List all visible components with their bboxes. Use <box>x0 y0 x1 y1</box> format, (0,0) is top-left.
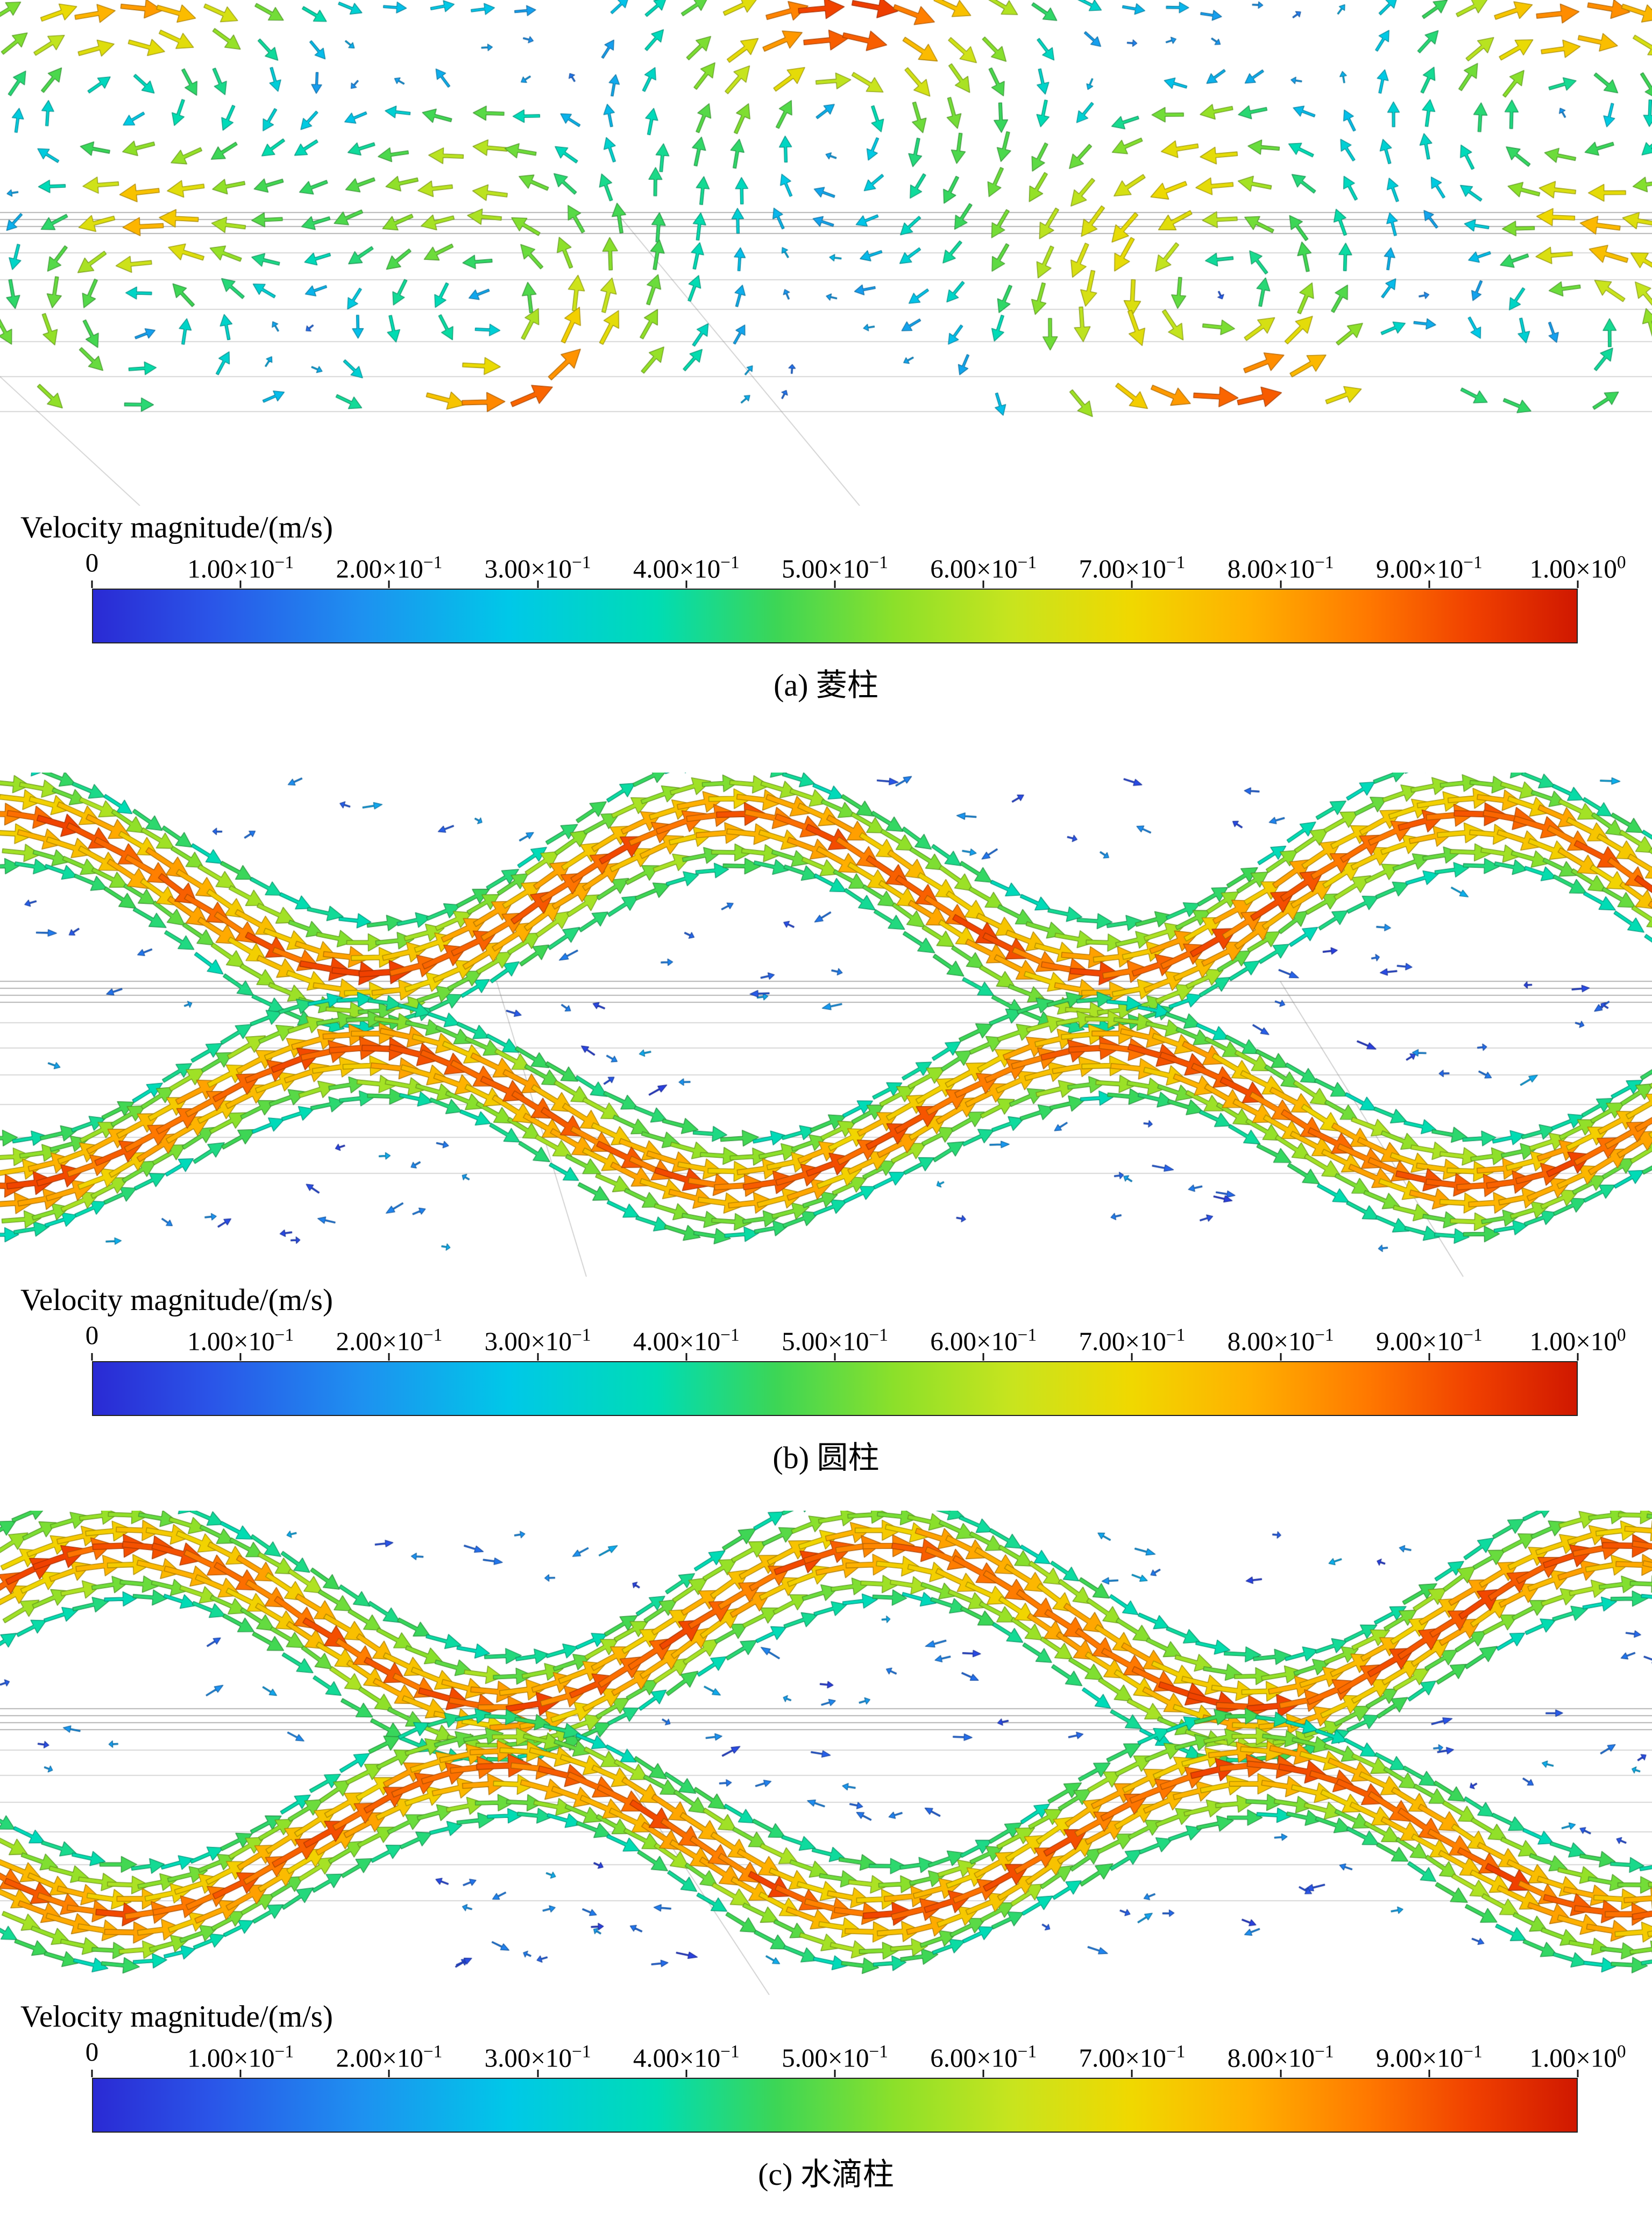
colorbar-block-b: Velocity magnitude/(m/s) 0 1.00×10−1 2.00×… <box>0 1282 1652 1416</box>
colorbar-tick-mark <box>537 580 539 588</box>
colorbar-tick-mark <box>1131 580 1133 588</box>
colorbar-tick-mark <box>537 1353 539 1361</box>
colorbar-tick-mark <box>91 2070 93 2077</box>
colorbar-tick-mark <box>1428 2070 1430 2077</box>
colorbar-label: Velocity magnitude/(m/s) <box>20 2000 333 2034</box>
colorbar-tick-mark <box>834 580 836 588</box>
colorbar-tick: 1.00×100 <box>1529 553 1626 584</box>
colorbar-tick: 7.00×10−1 <box>1079 1325 1186 1356</box>
colorbar-tick-mark <box>1131 2070 1133 2077</box>
panel-waterdrop-column: Velocity magnitude/(m/s) 0 1.00×10−1 2.00×… <box>0 1511 1652 2192</box>
colorbar-tick-mark <box>388 580 390 588</box>
colorbar-tickmarks <box>91 580 1579 589</box>
colorbar-ticks: 0 1.00×10−1 2.00×10−1 3.00×10−1 4.00×10−1 5.0… <box>86 2037 1626 2072</box>
colorbar-tick: 9.00×10−1 <box>1376 553 1483 584</box>
colorbar-tick-mark <box>834 1353 836 1361</box>
colorbar-block-a: Velocity magnitude/(m/s) 0 1.00×10−1 2.00×… <box>0 509 1652 643</box>
vector-field-canvas-c <box>0 1511 1652 1995</box>
colorbar-label: Velocity magnitude/(m/s) <box>20 1283 333 1317</box>
colorbar-tick-mark <box>685 580 687 588</box>
colorbar-tick: 1.00×10−1 <box>187 2042 294 2073</box>
colorbar-tick-mark <box>1131 1353 1133 1361</box>
colorbar-tick-mark <box>239 1353 242 1361</box>
colorbar-tick-mark <box>685 1353 687 1361</box>
panel-caption: (a) 菱柱 <box>774 668 878 703</box>
colorbar-tick: 2.00×10−1 <box>336 553 443 584</box>
colorbar-tick-mark <box>1280 1353 1282 1361</box>
colorbar-ticks: 0 1.00×10−1 2.00×10−1 3.00×10−1 4.00×10−1 5.0… <box>86 1320 1626 1356</box>
colorbar-tick: 5.00×10−1 <box>782 553 888 584</box>
colorbar-tick: 2.00×10−1 <box>336 1325 443 1356</box>
colorbar-gradient <box>92 2078 1578 2133</box>
colorbar-tick: 0 <box>85 548 99 577</box>
panel-caption: (b) 圆柱 <box>772 1440 880 1475</box>
colorbar-tick: 1.00×100 <box>1529 1325 1626 1356</box>
colorbar-tick-mark <box>685 2070 687 2077</box>
vector-field-canvas-b <box>0 773 1652 1278</box>
colorbar-tick: 5.00×10−1 <box>782 2042 888 2073</box>
colorbar-gradient <box>92 589 1578 643</box>
colorbar-tick-mark <box>1428 1353 1430 1361</box>
colorbar-ticks: 0 1.00×10−1 2.00×10−1 3.00×10−1 4.00×10−1 5.0… <box>86 548 1626 583</box>
colorbar-tick: 6.00×10−1 <box>930 1325 1037 1356</box>
colorbar-tick-mark <box>537 2070 539 2077</box>
colorbar-tick: 1.00×10−1 <box>187 1325 294 1356</box>
colorbar-tick-mark <box>982 580 984 588</box>
colorbar-tick: 7.00×10−1 <box>1079 2042 1186 2073</box>
colorbar-tick: 6.00×10−1 <box>930 553 1037 584</box>
colorbar-tick: 9.00×10−1 <box>1376 2042 1483 2073</box>
colorbar-block-c: Velocity magnitude/(m/s) 0 1.00×10−1 2.00×… <box>0 1998 1652 2133</box>
colorbar-tick-mark <box>982 1353 984 1361</box>
colorbar-tick: 6.00×10−1 <box>930 2042 1037 2073</box>
panel-caption: (c) 水滴柱 <box>758 2157 894 2192</box>
colorbar-tick-mark <box>982 2070 984 2077</box>
colorbar-tick-mark <box>1428 580 1430 588</box>
colorbar-tick: 8.00×10−1 <box>1227 553 1334 584</box>
colorbar-tickmarks <box>91 1353 1579 1361</box>
colorbar-tick-mark <box>834 2070 836 2077</box>
colorbar-tick-mark <box>91 1353 93 1361</box>
colorbar-tick: 4.00×10−1 <box>633 2042 740 2073</box>
colorbar-tick: 4.00×10−1 <box>633 1325 740 1356</box>
colorbar-tick: 5.00×10−1 <box>782 1325 888 1356</box>
colorbar-tick: 3.00×10−1 <box>484 553 591 584</box>
colorbar-tick-mark <box>388 2070 390 2077</box>
colorbar-tick: 8.00×10−1 <box>1227 2042 1334 2073</box>
colorbar-tick: 8.00×10−1 <box>1227 1325 1334 1356</box>
colorbar-tick: 7.00×10−1 <box>1079 553 1186 584</box>
panel-diamond-column: Velocity magnitude/(m/s) 0 1.00×10−1 2.00×… <box>0 0 1652 703</box>
colorbar-tick-mark <box>1577 1353 1579 1361</box>
colorbar-tickmarks <box>91 2069 1579 2078</box>
colorbar-tick: 3.00×10−1 <box>484 2042 591 2073</box>
vector-field-canvas-a <box>0 0 1652 506</box>
colorbar-tick-mark <box>239 2070 242 2077</box>
colorbar-tick: 3.00×10−1 <box>484 1325 591 1356</box>
colorbar-tick: 9.00×10−1 <box>1376 1325 1483 1356</box>
colorbar-label: Velocity magnitude/(m/s) <box>20 511 333 544</box>
colorbar-tick-mark <box>1577 2070 1579 2077</box>
colorbar-tick: 0 <box>85 2037 99 2066</box>
colorbar-tick: 2.00×10−1 <box>336 2042 443 2073</box>
colorbar-gradient <box>92 1361 1578 1416</box>
colorbar-tick-mark <box>1280 580 1282 588</box>
colorbar-tick-mark <box>1280 2070 1282 2077</box>
colorbar-tick: 0 <box>85 1320 99 1350</box>
colorbar-tick: 4.00×10−1 <box>633 553 740 584</box>
colorbar-tick: 1.00×100 <box>1529 2042 1626 2073</box>
colorbar-tick-mark <box>239 580 242 588</box>
panel-circular-column: Velocity magnitude/(m/s) 0 1.00×10−1 2.00×… <box>0 773 1652 1475</box>
colorbar-tick-mark <box>388 1353 390 1361</box>
colorbar-tick-mark <box>91 580 93 588</box>
colorbar-tick-mark <box>1577 580 1579 588</box>
colorbar-tick: 1.00×10−1 <box>187 553 294 584</box>
